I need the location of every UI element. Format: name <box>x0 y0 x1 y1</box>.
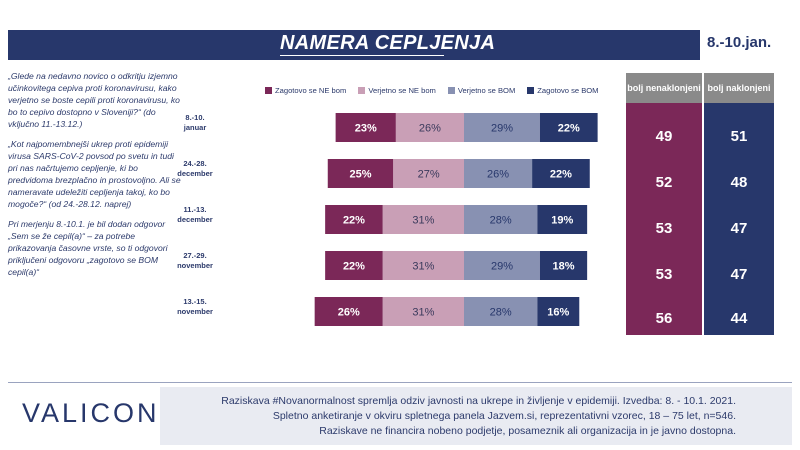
bar-value-label: 26% <box>338 307 360 319</box>
row-label-5: 13.-15. november <box>160 297 230 317</box>
bar-value-label: 22% <box>558 123 580 135</box>
row-label-line: 24.-28. <box>183 159 207 168</box>
unfavorable-value: 53 <box>655 220 673 237</box>
question-1: „Glede na nedavno novico o odkritju izje… <box>8 71 180 129</box>
bar-segment-2 <box>382 205 464 234</box>
bar-value-label: 23% <box>355 123 377 135</box>
legend-swatch-3 <box>447 86 455 94</box>
bar-segment-3 <box>464 205 538 234</box>
unfavorable-value: 49 <box>655 128 673 145</box>
favorable-value: 44 <box>730 310 748 327</box>
row-label-line: november <box>177 307 213 316</box>
bar-segment-1 <box>325 251 383 280</box>
bar-value-label: 29% <box>491 123 513 135</box>
column-header-unfavorable: bolj nenaklonjeni <box>626 73 702 103</box>
bar-value-label: 29% <box>491 261 513 273</box>
bar-segment-1 <box>335 113 396 142</box>
bar-segment-4 <box>537 205 588 234</box>
row-label-line: december <box>177 169 213 178</box>
bar-segment-2 <box>382 251 464 280</box>
bar-value-label: 22% <box>343 215 365 227</box>
valicon-logo: VALICON <box>22 398 160 428</box>
legend-label-1: Zagotovo se NE bom <box>275 85 347 95</box>
bar-value-label: 28% <box>490 307 512 319</box>
footer-box: Raziskava #Novanormalnost spremlja odziv… <box>160 387 792 445</box>
footer-line-3: Raziskave ne financira nobeno podjetje, … <box>319 425 736 437</box>
bar-segment-4 <box>532 159 590 188</box>
legend-item-3: Verjetno se BOM <box>447 84 516 96</box>
legend-item-2: Verjetno se NE bom <box>358 84 436 96</box>
date-range: 8.-10.jan. <box>707 34 772 51</box>
legend-label-3: Verjetno se BOM <box>457 85 516 95</box>
bar-segment-1 <box>325 205 383 234</box>
column-unfavorable: 49 52 53 53 56 <box>626 103 702 335</box>
row-label-line: november <box>177 261 213 270</box>
bar-segment-2 <box>382 297 464 326</box>
row-label-3: 11.-13. december <box>160 205 230 225</box>
footer-line-2: Spletno anketiranje v okviru spletnega p… <box>272 410 736 422</box>
bar-value-label: 22% <box>343 261 365 273</box>
bar-value-label: 26% <box>419 123 441 135</box>
unfavorable-value: 53 <box>655 266 673 283</box>
bar-segment-3 <box>464 297 538 326</box>
bar-value-label: 18% <box>553 261 575 273</box>
column-favorable: 51 48 47 47 44 <box>704 103 774 335</box>
bar-segment-2 <box>395 113 464 142</box>
bar-segment-1 <box>327 159 394 188</box>
title-bar: NAMERA CEPLJENJA <box>8 30 700 60</box>
row-label-line: 11.-13. <box>183 205 207 214</box>
question-2: „Kot najpomembnejši ukrep proti epidemij… <box>8 139 181 209</box>
footer-text: Raziskava #Novanormalnost spremlja odziv… <box>221 394 736 439</box>
row-label-2: 24.-28. december <box>160 159 230 179</box>
method-note: Pri merjenju 8.-10.1. je bil dodan odgov… <box>8 219 168 277</box>
bar-value-label: 31% <box>412 307 434 319</box>
chart-legend: Zagotovo se NE bom Verjetno se NE bom Ve… <box>265 84 599 96</box>
bar-segment-3 <box>464 113 540 142</box>
bar-value-label: 28% <box>490 215 512 227</box>
page-title: NAMERA CEPLJENJA <box>280 32 496 54</box>
unfavorable-value: 52 <box>655 174 673 191</box>
bar-segment-4 <box>537 297 580 326</box>
bar-value-label: 16% <box>547 307 569 319</box>
bar-segment-2 <box>393 159 464 188</box>
bar-value-label: 31% <box>412 215 434 227</box>
row-label-line: januar <box>183 123 207 132</box>
legend-label-4: Zagotovo se BOM <box>537 85 599 95</box>
legend-swatch-2 <box>358 86 366 94</box>
bar-segment-3 <box>464 159 533 188</box>
row-label-line: 8.-10. <box>185 113 205 122</box>
bar-segment-4 <box>539 113 598 142</box>
row-label-line: 13.-15. <box>183 297 207 306</box>
intro-text: „Glede na nedavno novico o odkritju izje… <box>8 70 183 286</box>
bar-value-label: 31% <box>412 261 434 273</box>
favorable-value: 51 <box>730 128 748 145</box>
bar-value-label: 25% <box>349 169 371 181</box>
legend-label-2: Verjetno se NE bom <box>368 85 436 95</box>
favorable-value: 48 <box>730 174 748 191</box>
bottom-divider <box>8 382 792 383</box>
bar-segment-4 <box>539 251 588 280</box>
row-label-1: 8.-10. januar <box>160 113 230 133</box>
row-label-line: 27.-29. <box>183 251 207 260</box>
favorable-value: 47 <box>730 266 748 283</box>
legend-item-1: Zagotovo se NE bom <box>265 84 346 96</box>
legend-swatch-1 <box>265 86 272 94</box>
bar-segment-3 <box>464 251 540 280</box>
legend-swatch-4 <box>527 86 535 94</box>
title-underline <box>280 55 444 56</box>
bar-value-label: 19% <box>551 215 573 227</box>
favorable-value: 47 <box>730 220 748 237</box>
bar-value-label: 22% <box>550 169 572 181</box>
bar-segment-1 <box>314 297 383 326</box>
bar-value-label: 27% <box>418 169 440 181</box>
footer-line-1: Raziskava #Novanormalnost spremlja odziv… <box>221 395 736 407</box>
unfavorable-value: 56 <box>655 310 673 327</box>
row-label-4: 27.-29. november <box>160 251 230 271</box>
legend-item-4: Zagotovo se BOM <box>527 84 599 96</box>
row-label-line: december <box>177 215 213 224</box>
bar-value-label: 26% <box>487 169 509 181</box>
column-header-favorable: bolj naklonjeni <box>704 73 774 103</box>
